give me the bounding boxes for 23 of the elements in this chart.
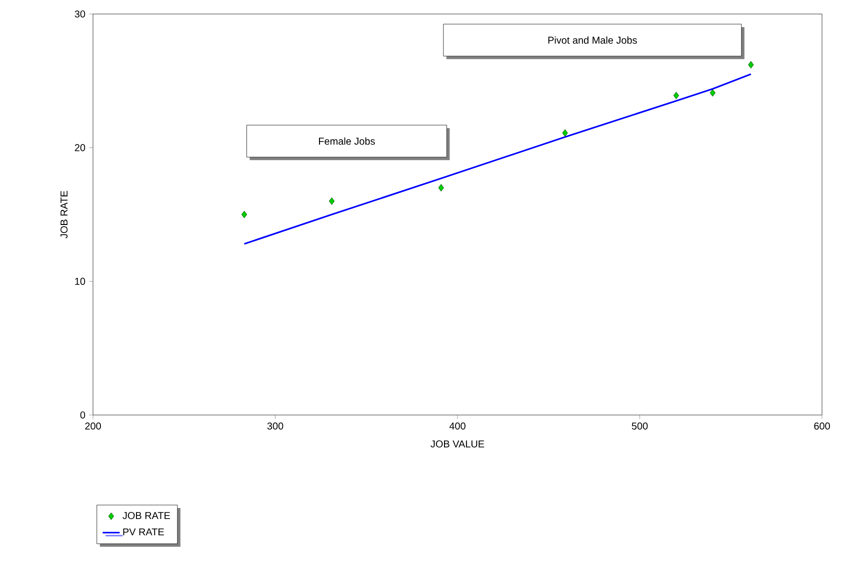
x-tick-label: 400 [449,422,466,430]
line-series [243,73,752,245]
point [328,197,335,205]
point [710,89,716,97]
y-tick-label: 0 [80,411,86,419]
y-tick-label: 30 [74,10,86,18]
y-axis-title: JOB RATE [60,190,68,238]
y-tick-label: 20 [74,144,86,152]
x-tick-label: 600 [814,422,830,430]
point [562,129,568,137]
x-axis-title: JOB VALUE [430,440,484,448]
x-tick-label: 300 [267,422,284,430]
y-tick-label: 10 [75,278,86,285]
legend-label: PV RATE [123,528,164,536]
point [748,61,754,68]
point [673,92,680,100]
legend-label: JOB RATE [122,512,170,520]
x-tick-label: 500 [632,422,648,430]
x-tick-label: 200 [85,422,101,430]
annotation: Pivot and Male Jobs [548,36,637,44]
annotation: Female Jobs [319,137,375,145]
point [438,184,444,192]
point [241,210,248,218]
